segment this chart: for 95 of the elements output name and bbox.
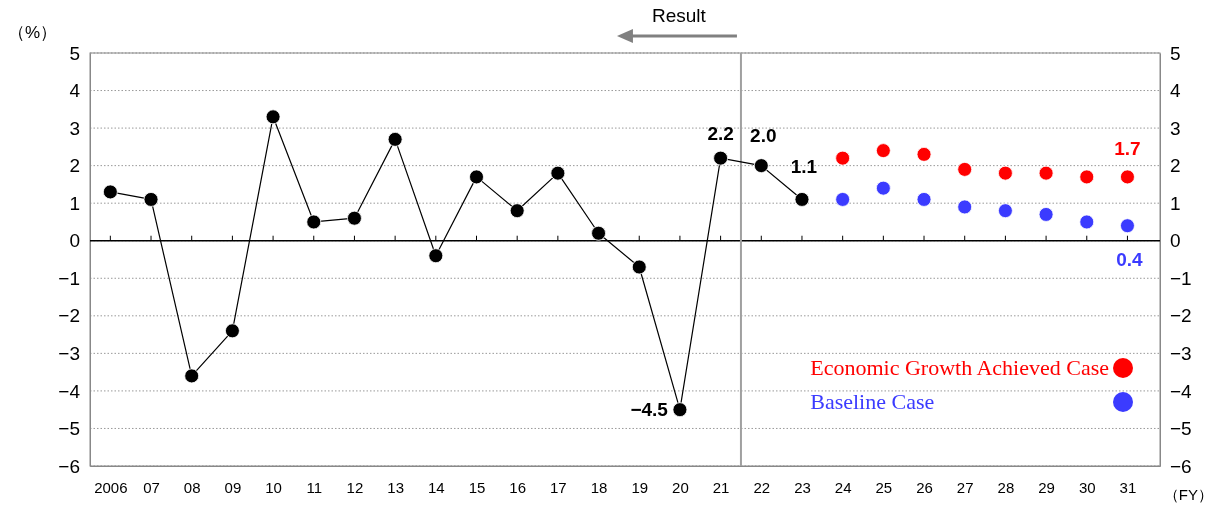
x-tick-label: 17 [550, 478, 567, 496]
point [1079, 214, 1095, 230]
data-label: 2.0 [750, 124, 777, 146]
x-tick-label: 26 [916, 478, 933, 496]
x-tick-label: 20 [672, 478, 689, 496]
point [672, 402, 688, 418]
y2-tick-label: −4 [1170, 380, 1193, 402]
y2-tick-label: 2 [1170, 155, 1181, 177]
x-tick-label: 15 [468, 478, 486, 496]
point [1120, 218, 1135, 234]
x-tick-label: 22 [753, 478, 771, 496]
y-tick-label: 5 [69, 42, 80, 64]
data-label: 0.4 [1116, 248, 1144, 270]
y-tick-label: −4 [58, 380, 81, 402]
point [1079, 169, 1095, 185]
y-tick-label: −1 [58, 267, 80, 289]
y2-tick-label: 1 [1170, 192, 1181, 214]
x-tick-label: 30 [1078, 478, 1096, 496]
point [1120, 169, 1135, 185]
point [916, 192, 932, 207]
data-label: −4.5 [630, 398, 669, 420]
x-tick-label: 16 [509, 478, 527, 496]
point [347, 210, 362, 226]
ref-line-label: Result [652, 5, 707, 26]
point [469, 169, 484, 185]
point [835, 192, 851, 207]
point [753, 158, 769, 174]
point [1038, 207, 1054, 222]
y-tick-label: 0 [69, 230, 80, 252]
data-label: 2.2 [707, 123, 734, 145]
x-tick-label: 28 [997, 478, 1015, 496]
point [265, 109, 281, 125]
y2-tick-label: 5 [1170, 42, 1181, 64]
x-tick-label: 10 [265, 478, 282, 496]
point [713, 150, 729, 166]
point [509, 203, 525, 219]
point [428, 248, 444, 264]
x-tick-label: 31 [1119, 478, 1137, 496]
x-tick-label: 07 [143, 478, 160, 496]
point [875, 180, 891, 196]
point [591, 225, 606, 241]
y2-tick-label: 3 [1170, 117, 1181, 139]
point [184, 368, 200, 384]
y-tick-label: −3 [58, 342, 80, 364]
point [998, 203, 1013, 219]
point [143, 192, 159, 207]
point [998, 165, 1013, 181]
point [306, 214, 322, 230]
point [387, 131, 403, 147]
data-label: 1.7 [1114, 137, 1141, 159]
x-tick-label: 08 [183, 478, 201, 496]
point [631, 259, 647, 275]
y-tick-label: −5 [58, 418, 80, 440]
point [916, 146, 932, 162]
x-tick-label: 25 [875, 478, 893, 496]
x-tick-label: 18 [590, 478, 608, 496]
y2-tick-label: −1 [1170, 267, 1192, 289]
y2-tick-label: −3 [1170, 342, 1192, 364]
y2-tick-label: 4 [1170, 80, 1181, 102]
x-tick-label: 11 [306, 478, 323, 496]
point [835, 150, 851, 166]
point [957, 199, 973, 215]
x-tick-label: 13 [387, 478, 404, 496]
y-axis-title: （%） [8, 23, 58, 42]
x-tick-label: 27 [956, 478, 974, 496]
x-tick-label: 12 [346, 478, 364, 496]
x-tick-label: 19 [631, 478, 649, 496]
y2-tick-label: 0 [1170, 230, 1181, 252]
point [102, 184, 118, 200]
y-tick-label: −6 [58, 455, 80, 477]
x-tick-label: 14 [427, 478, 445, 496]
data-label: 1.1 [790, 156, 818, 178]
x-tick-label: 24 [834, 478, 852, 496]
x-tick-label: 21 [712, 478, 730, 496]
x-tick-label: 23 [794, 478, 811, 496]
point [875, 143, 891, 158]
point [957, 162, 973, 177]
x-tick-label: 09 [224, 478, 242, 496]
y-tick-label: 3 [69, 117, 80, 139]
x-tick-label: 2006 [94, 478, 128, 496]
point [1038, 165, 1054, 181]
x-axis-title: （FY） [1163, 486, 1213, 503]
y-tick-label: −2 [58, 305, 80, 327]
point [794, 192, 810, 207]
point [225, 323, 240, 339]
y-tick-label: 4 [69, 80, 81, 102]
legend-label: Economic Growth Achieved Case [810, 355, 1109, 380]
text: Baseline Case [810, 389, 935, 414]
y-tick-label: 1 [69, 192, 80, 214]
x-tick-label: 29 [1038, 478, 1055, 496]
point [550, 165, 566, 181]
y2-tick-label: −2 [1170, 305, 1192, 327]
y2-tick-label: −5 [1170, 418, 1192, 440]
y2-tick-label: −6 [1170, 455, 1192, 477]
y-tick-label: 2 [69, 155, 80, 177]
